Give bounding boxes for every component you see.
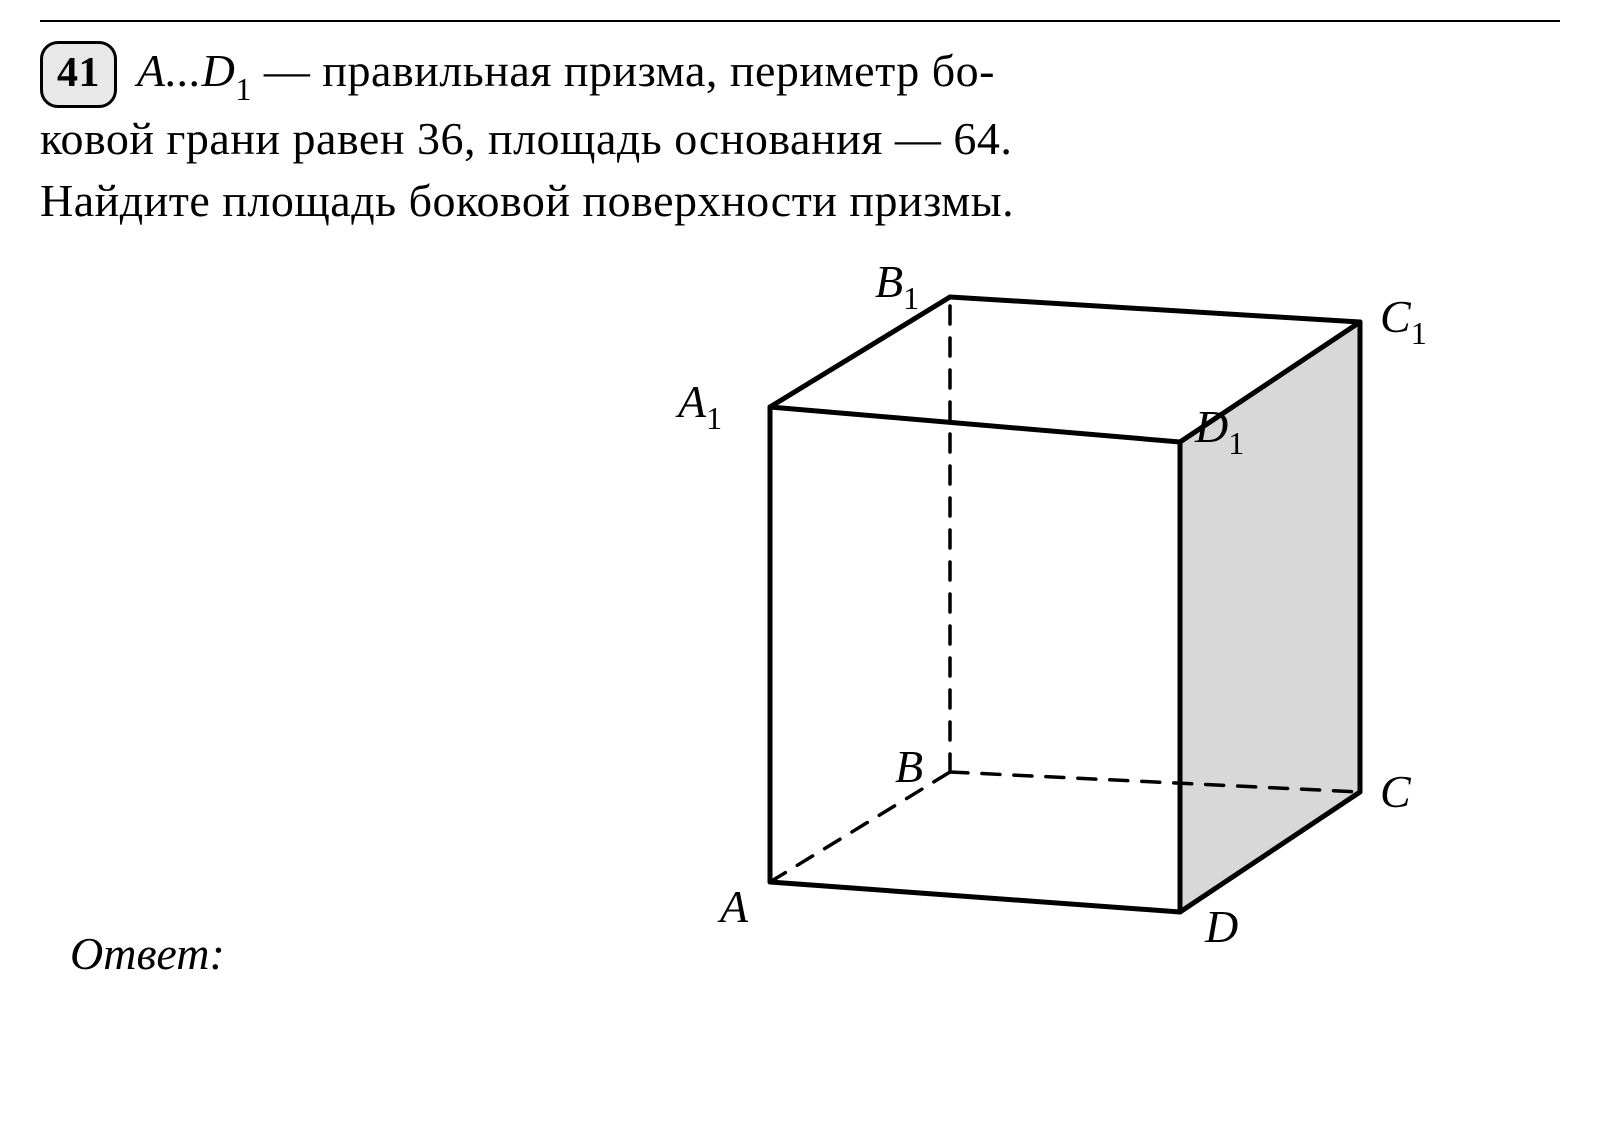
var-ad1-sub: 1 — [235, 71, 252, 107]
text-line2: ковой грани равен 36, площадь основания … — [40, 113, 1012, 164]
svg-text:B: B — [895, 741, 923, 792]
problem-statement: 41 A...D1 — правильная призма, периметр … — [40, 40, 1560, 232]
text-line3: Найдите площадь боковой поверхности приз… — [40, 175, 1014, 226]
svg-text:C: C — [1380, 766, 1412, 817]
svg-text:A1: A1 — [675, 376, 722, 436]
top-divider — [40, 20, 1560, 22]
var-ad1-a: A...D — [137, 45, 235, 96]
svg-text:D: D — [1204, 901, 1238, 952]
svg-text:B1: B1 — [875, 262, 919, 316]
prism-diagram-container: ADCBA1D1C1B1 — [40, 262, 1560, 987]
text-line1-rest: — правильная призма, периметр бо- — [252, 45, 995, 96]
problem-number-badge: 41 — [40, 41, 117, 108]
answer-label: Ответ: — [70, 928, 225, 979]
svg-text:A: A — [717, 881, 749, 932]
svg-text:C1: C1 — [1380, 291, 1427, 351]
prism-diagram: ADCBA1D1C1B1 — [660, 262, 1480, 982]
